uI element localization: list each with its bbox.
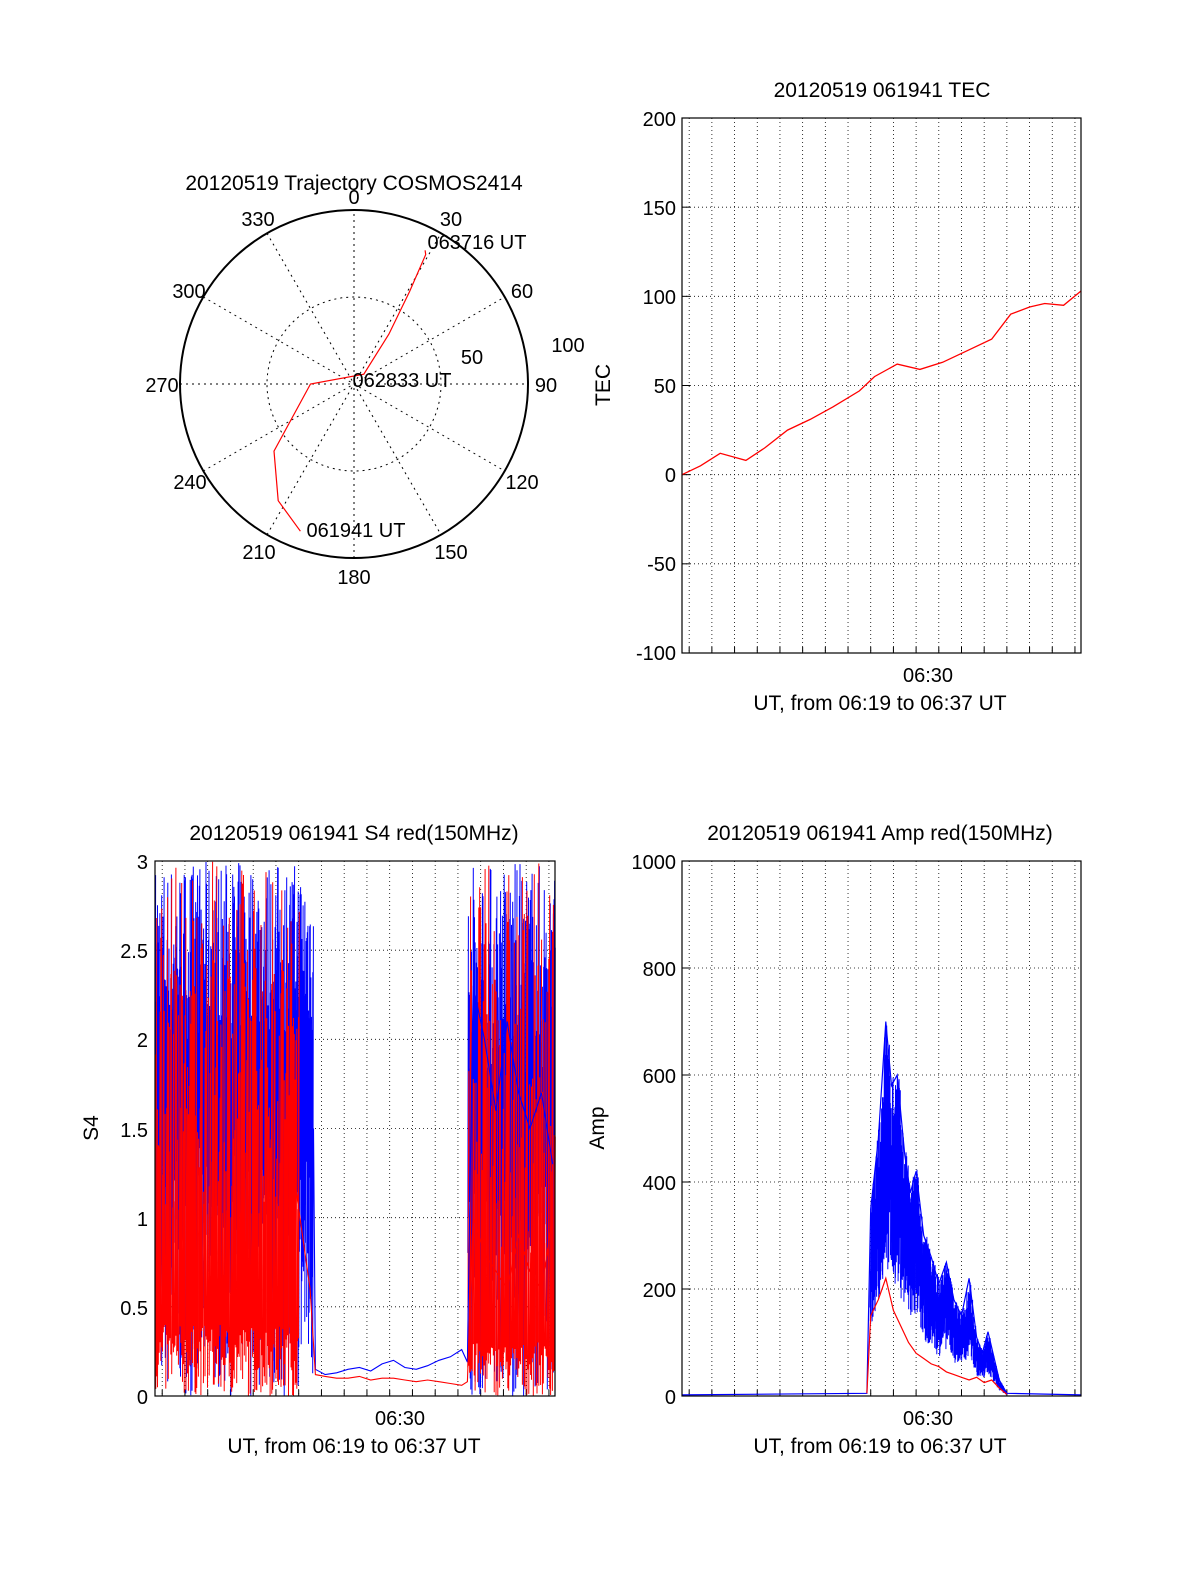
trajectory-end-label: 063716 UT xyxy=(428,232,527,254)
amp-ytick-label: 800 xyxy=(643,959,676,981)
amp-ytick-label: 200 xyxy=(643,1280,676,1302)
amp-y-axis-label: Amp xyxy=(586,1106,609,1149)
amp-chart: 20120519 061941 Amp red(150MHz) 1000 800… xyxy=(586,822,1082,1458)
amp-noise-traces xyxy=(869,1025,1008,1395)
amp-y-ticks: 1000 800 600 400 200 0 xyxy=(632,852,677,1409)
s4-red-series-line xyxy=(294,1181,554,1386)
s4-ytick-label: 1 xyxy=(137,1209,148,1231)
angle-label-210: 210 xyxy=(242,542,275,564)
tec-ytick-label: 150 xyxy=(643,198,676,220)
tec-x-axis-label: UT, from 06:19 to 06:37 UT xyxy=(753,692,1006,715)
radius-label-50: 50 xyxy=(461,347,483,369)
trajectory-start-label: 061941 UT xyxy=(307,520,406,542)
s4-y-ticks: 3 2.5 2 1.5 1 0.5 0 xyxy=(120,852,148,1409)
tec-ytick-label: 200 xyxy=(643,109,676,131)
s4-frame xyxy=(154,860,556,1397)
tec-y-ticks: 200 150 100 50 0 -50 -100 xyxy=(636,109,676,665)
polar-outer-circle xyxy=(179,209,529,559)
tec-frame xyxy=(681,117,1082,654)
tec-ytick-label: 100 xyxy=(643,287,676,309)
s4-noise-trace xyxy=(467,863,556,1396)
amp-noise-trace xyxy=(869,1025,1008,1395)
s4-x-axis-label: UT, from 06:19 to 06:37 UT xyxy=(227,1435,480,1458)
polar-grid xyxy=(180,210,528,558)
tec-ytick-label: 50 xyxy=(654,376,676,398)
amp-xtick-label: 06:30 xyxy=(903,1408,953,1430)
amp-ytick-label: 400 xyxy=(643,1173,676,1195)
s4-xtick-label: 06:30 xyxy=(375,1408,425,1430)
polar-chart: 20120519 Trajectory COSMOS2414 0 30 60 9… xyxy=(145,172,584,589)
angle-label-240: 240 xyxy=(173,472,206,494)
tec-y-axis-label: TEC xyxy=(592,364,615,406)
tec-title: 20120519 061941 TEC xyxy=(774,79,991,102)
angle-label-300: 300 xyxy=(172,281,205,303)
amp-ytick-label: 1000 xyxy=(632,852,677,874)
polar-grid-circle xyxy=(266,296,442,472)
angle-label-90: 90 xyxy=(535,375,557,397)
amp-blue-series-line xyxy=(681,1021,1082,1396)
tec-ytick-label: -50 xyxy=(647,554,676,576)
angle-label-150: 150 xyxy=(434,542,467,564)
amp-ytick-label: 600 xyxy=(643,1066,676,1088)
amp-frame xyxy=(681,860,1082,1397)
polar-angle-labels: 0 30 60 90 120 150 180 210 240 270 300 3… xyxy=(145,187,584,589)
angle-label-120: 120 xyxy=(505,472,538,494)
angle-label-60: 60 xyxy=(511,281,533,303)
trajectory-mid-label: 062833 UT xyxy=(353,370,452,392)
angle-label-330: 330 xyxy=(241,209,274,231)
polar-grid-spoke xyxy=(266,233,442,535)
s4-ytick-label: 2.5 xyxy=(120,941,148,963)
tec-chart: 20120519 061941 TEC 200 150 100 50 0 -50… xyxy=(592,79,1082,715)
s4-ytick-label: 0.5 xyxy=(120,1298,148,1320)
s4-title: 20120519 061941 S4 red(150MHz) xyxy=(189,822,518,845)
tec-ytick-label: -100 xyxy=(636,643,676,665)
amp-title: 20120519 061941 Amp red(150MHz) xyxy=(707,822,1053,845)
trajectory-line xyxy=(273,250,427,532)
angle-label-30: 30 xyxy=(440,209,462,231)
s4-y-axis-label: S4 xyxy=(80,1115,103,1141)
s4-ytick-label: 1.5 xyxy=(120,1120,148,1142)
angle-label-0: 0 xyxy=(348,187,359,209)
angle-label-180: 180 xyxy=(337,567,370,589)
radius-label-100: 100 xyxy=(551,335,584,357)
tec-series-line xyxy=(681,290,1082,476)
tec-grid xyxy=(682,118,1081,653)
s4-blue-series-line xyxy=(312,985,554,1376)
tec-xtick-label: 06:30 xyxy=(903,665,953,687)
amp-red-series-line xyxy=(866,1276,1008,1395)
tec-ytick-label: 0 xyxy=(665,465,676,487)
amp-x-axis-label: UT, from 06:19 to 06:37 UT xyxy=(753,1435,1006,1458)
s4-ytick-label: 2 xyxy=(137,1030,148,1052)
amp-ytick-label: 0 xyxy=(665,1387,676,1409)
s4-ytick-label: 0 xyxy=(137,1387,148,1409)
s4-ytick-label: 3 xyxy=(137,852,148,874)
s4-chart: 20120519 061941 S4 red(150MHz) 3 2.5 2 1… xyxy=(80,822,556,1458)
angle-label-270: 270 xyxy=(145,375,178,397)
polar-title: 20120519 Trajectory COSMOS2414 xyxy=(185,172,523,195)
